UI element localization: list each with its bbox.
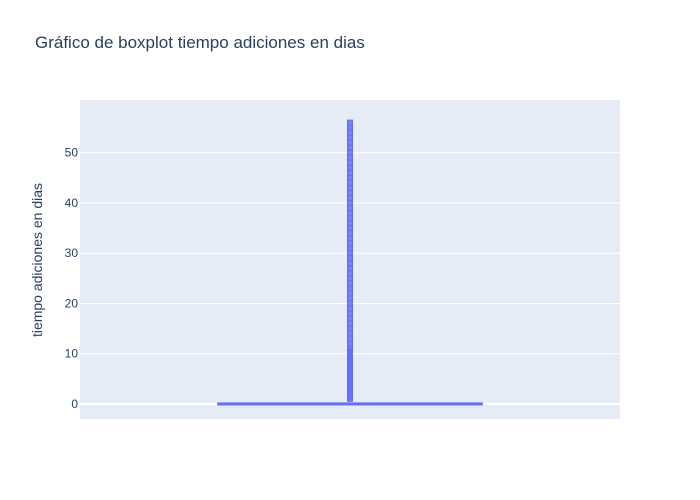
outlier-point[interactable] xyxy=(347,124,353,131)
outlier-point[interactable] xyxy=(347,315,353,322)
outlier-point[interactable] xyxy=(347,149,353,156)
outlier-point[interactable] xyxy=(347,325,353,332)
y-tick-label: 20 xyxy=(65,296,79,310)
outlier-point[interactable] xyxy=(347,255,353,262)
outlier-point[interactable] xyxy=(347,345,353,352)
outlier-point[interactable] xyxy=(347,240,353,247)
outlier-point[interactable] xyxy=(347,199,353,206)
outlier-point[interactable] xyxy=(347,210,353,217)
outlier-point[interactable] xyxy=(347,179,353,186)
outlier-point[interactable] xyxy=(347,270,353,277)
outlier-point[interactable] xyxy=(347,215,353,222)
y-tick-label: 50 xyxy=(65,146,79,160)
outlier-point[interactable] xyxy=(347,230,353,237)
outlier-point[interactable] xyxy=(347,144,353,151)
outlier-point[interactable] xyxy=(347,184,353,191)
y-tick-label: 40 xyxy=(65,196,79,210)
outlier-point[interactable] xyxy=(347,340,353,347)
outlier-point[interactable] xyxy=(347,164,353,171)
y-tick-label: 10 xyxy=(65,347,79,361)
outlier-point[interactable] xyxy=(347,290,353,297)
y-tick-label: 0 xyxy=(71,397,78,411)
outlier-point[interactable] xyxy=(347,134,353,141)
outlier-point[interactable] xyxy=(347,295,353,302)
outlier-point[interactable] xyxy=(347,330,353,337)
outlier-point[interactable] xyxy=(347,154,353,161)
outlier-point[interactable] xyxy=(347,169,353,176)
outlier-point[interactable] xyxy=(347,320,353,327)
outlier-point[interactable] xyxy=(347,300,353,307)
outlier-point[interactable] xyxy=(347,280,353,287)
outlier-point[interactable] xyxy=(347,265,353,272)
outlier-point[interactable] xyxy=(347,205,353,212)
outlier-point[interactable] xyxy=(347,335,353,342)
outlier-point[interactable] xyxy=(347,129,353,136)
outlier-point[interactable] xyxy=(347,220,353,227)
outlier-point[interactable] xyxy=(347,174,353,181)
outlier-point[interactable] xyxy=(347,260,353,267)
outlier-point[interactable] xyxy=(347,119,353,126)
outlier-point[interactable] xyxy=(347,275,353,282)
outlier-point[interactable] xyxy=(347,159,353,166)
outlier-point[interactable] xyxy=(347,235,353,242)
outlier-point[interactable] xyxy=(347,250,353,257)
y-tick-label: 30 xyxy=(65,246,79,260)
chart-title: Gráfico de boxplot tiempo adiciones en d… xyxy=(35,33,365,52)
outlier-point[interactable] xyxy=(347,285,353,292)
outlier-point[interactable] xyxy=(347,305,353,312)
outlier-point[interactable] xyxy=(347,245,353,252)
outlier-point[interactable] xyxy=(347,194,353,201)
outlier-point[interactable] xyxy=(347,310,353,317)
outlier-point[interactable] xyxy=(347,189,353,196)
outlier-point[interactable] xyxy=(347,139,353,146)
outlier-point[interactable] xyxy=(347,225,353,232)
